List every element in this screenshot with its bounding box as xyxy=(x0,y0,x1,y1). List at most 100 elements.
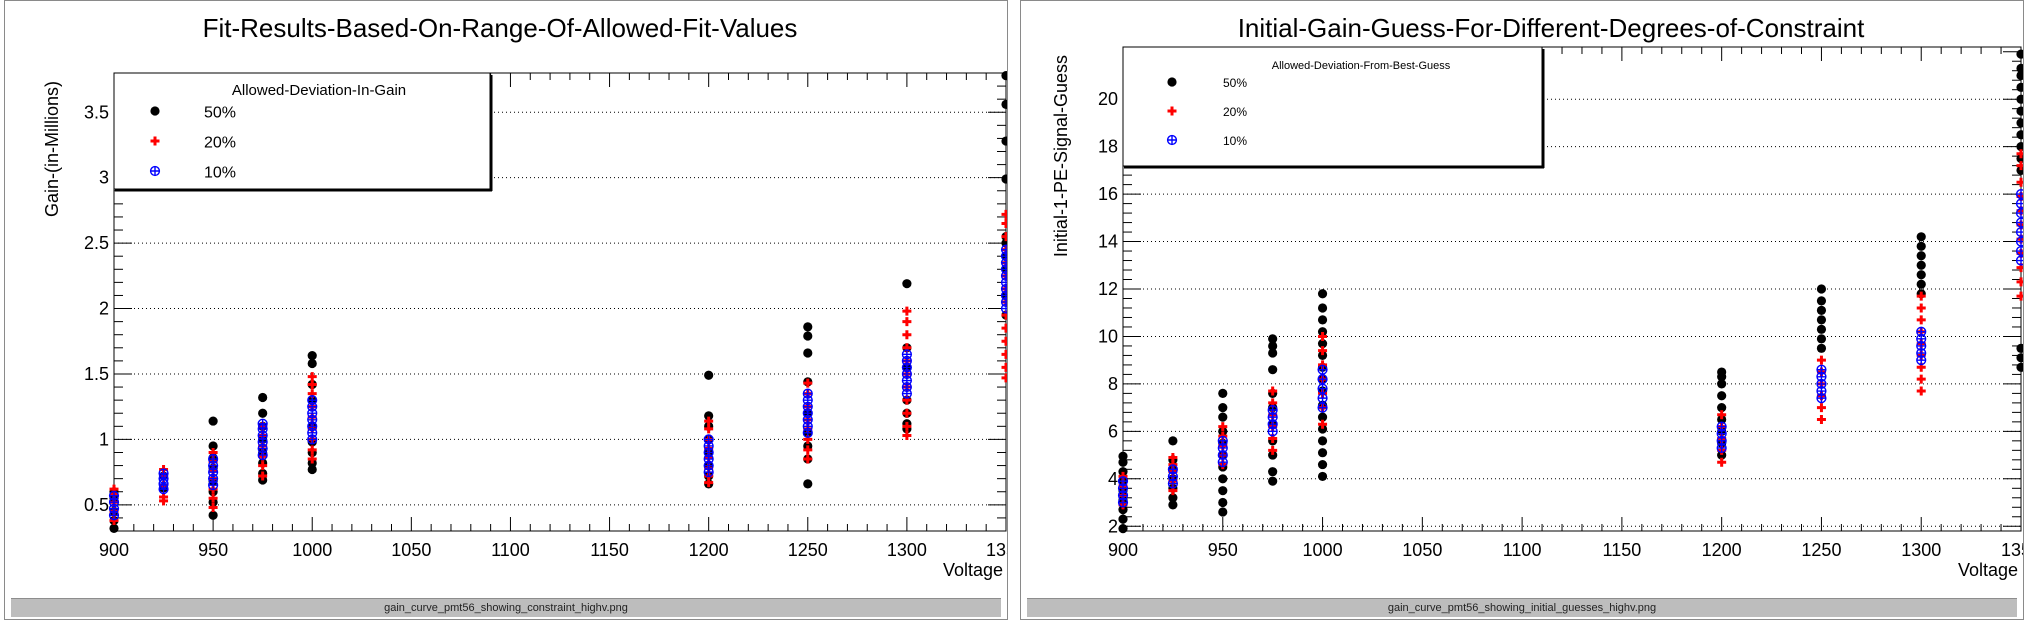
data-point xyxy=(1001,349,1007,359)
data-point xyxy=(307,379,317,389)
data-point xyxy=(803,331,813,341)
data-point xyxy=(307,445,317,455)
legend-box xyxy=(1122,46,1543,167)
legend-entry: 50% xyxy=(1167,76,1247,90)
data-point xyxy=(2016,149,2023,159)
data-point xyxy=(307,454,317,464)
x-tick-label: 1250 xyxy=(1801,540,1841,560)
x-tick-label: 900 xyxy=(1108,540,1138,560)
x-tick-label: 1000 xyxy=(1303,540,1343,560)
data-point xyxy=(2016,118,2023,128)
legend-marker xyxy=(149,165,161,177)
data-point xyxy=(1317,412,1328,422)
data-point xyxy=(1001,218,1007,228)
data-point xyxy=(1001,336,1007,346)
y-tick-label: 3 xyxy=(99,168,109,188)
data-point xyxy=(1167,464,1178,475)
data-point xyxy=(1317,374,1328,385)
data-point xyxy=(1118,451,1128,461)
data-point xyxy=(1916,291,1926,301)
data-point xyxy=(2016,130,2023,140)
legend-title: Allowed-Deviation-From-Best-Guess xyxy=(1272,60,1451,72)
data-point xyxy=(704,416,714,426)
x-tick-label: 1300 xyxy=(887,540,927,560)
data-point xyxy=(1268,348,1278,358)
data-point xyxy=(307,464,317,475)
status-bar: gain_curve_pmt56_showing_constraint_high… xyxy=(11,598,1001,617)
data-point xyxy=(1317,303,1328,313)
data-point xyxy=(2016,142,2023,152)
x-tick-label: 1100 xyxy=(1503,540,1542,560)
y-tick-label: 6 xyxy=(1108,421,1118,441)
series-20pct xyxy=(1118,149,2023,510)
data-point xyxy=(1317,383,1328,394)
y-tick-label: 16 xyxy=(1098,184,1118,204)
data-point xyxy=(703,434,714,445)
data-point xyxy=(208,510,218,520)
x-tick-label: 1350 xyxy=(2001,540,2023,560)
data-point xyxy=(803,445,813,455)
y-tick-label: 1 xyxy=(99,429,109,449)
y-tick-label: 2.5 xyxy=(84,233,109,253)
data-point xyxy=(1318,419,1328,429)
data-point xyxy=(1000,244,1007,255)
data-point xyxy=(1717,379,1727,389)
x-tick-label: 1000 xyxy=(292,540,332,560)
data-point xyxy=(2016,82,2023,92)
legend-entry: 20% xyxy=(1167,105,1247,119)
data-point xyxy=(1318,331,1328,341)
y-tick-label: 2 xyxy=(1108,516,1118,536)
data-point xyxy=(1268,386,1278,396)
data-point xyxy=(1717,410,1727,420)
data-point xyxy=(1317,338,1328,349)
legend-entry: 50% xyxy=(150,105,236,122)
data-point xyxy=(1268,467,1278,477)
data-point xyxy=(803,454,813,464)
data-point xyxy=(1317,393,1328,404)
data-point xyxy=(208,416,218,426)
x-tick-label: 900 xyxy=(99,540,129,560)
data-point xyxy=(1317,459,1328,470)
legend: Allowed-Deviation-In-Gain 50% 20% 10% xyxy=(113,72,493,192)
data-point xyxy=(257,418,268,429)
data-point xyxy=(2015,188,2023,200)
x-tick-label: 1300 xyxy=(1901,540,1941,560)
data-point xyxy=(1218,422,1228,432)
data-point xyxy=(2016,362,2023,372)
data-point xyxy=(1118,467,1128,477)
x-tick-label: 1050 xyxy=(1402,540,1442,560)
data-point xyxy=(2016,63,2023,73)
data-point xyxy=(1268,476,1278,486)
data-point xyxy=(1816,305,1827,315)
data-point xyxy=(1268,334,1278,344)
data-point xyxy=(902,421,912,431)
data-point xyxy=(1218,426,1228,436)
data-point xyxy=(1168,493,1178,503)
x-tick-label: 1200 xyxy=(689,540,729,560)
data-point xyxy=(1001,362,1007,372)
data-point xyxy=(1001,136,1007,146)
data-point xyxy=(704,424,714,434)
data-point xyxy=(1001,323,1007,333)
x-tick-label: 1050 xyxy=(391,540,431,560)
chart-svg: Fit-Results-Based-On-Range-Of-Allowed-Fi… xyxy=(42,13,1007,580)
chart-title: Fit-Results-Based-On-Range-Of-Allowed-Fi… xyxy=(203,13,798,43)
data-point xyxy=(803,479,813,489)
data-point xyxy=(803,322,813,332)
data-point xyxy=(2016,277,2023,287)
data-point xyxy=(1916,270,1926,280)
chart-svg: Initial-Gain-Guess-For-Different-Degrees… xyxy=(1051,13,2023,580)
data-point xyxy=(258,408,268,418)
data-point xyxy=(902,317,912,327)
data-point xyxy=(1168,452,1178,462)
data-point xyxy=(2016,343,2023,353)
y-tick-label: 2 xyxy=(99,299,109,319)
chart-panel-left: Fit-Results-Based-On-Range-Of-Allowed-Fi… xyxy=(4,0,1008,620)
data-point xyxy=(902,330,912,340)
legend-marker xyxy=(150,106,160,116)
data-point xyxy=(1816,315,1827,325)
data-point xyxy=(2016,106,2023,116)
data-point xyxy=(802,388,813,399)
data-point xyxy=(1916,232,1926,242)
x-axis-label: Voltage xyxy=(943,560,1003,580)
